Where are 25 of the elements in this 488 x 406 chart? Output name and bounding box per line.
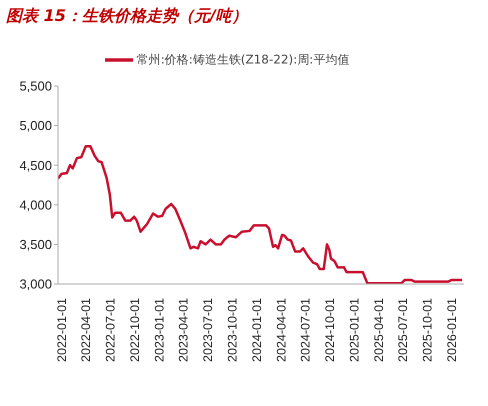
x-tick-label: 2023-01-01 [152, 298, 166, 362]
x-tick-label: 2025-01-01 [348, 298, 362, 362]
x-tick-label: 2023-10-01 [225, 298, 240, 362]
y-tick-label: 4,000 [19, 197, 52, 212]
x-tick-label: 2022-04-01 [79, 298, 94, 362]
x-tick-label: 2025-04-01 [372, 298, 386, 362]
y-tick-label: 3,000 [19, 276, 52, 292]
y-tick-label: 4,500 [19, 158, 52, 173]
x-tick-label: 2025-10-01 [420, 298, 435, 362]
x-tick-label: 2024-07-01 [298, 298, 313, 362]
x-tick-label: 2024-01-01 [250, 298, 264, 362]
x-tick-label: 2023-04-01 [176, 298, 191, 362]
y-tick-label: 5,500 [19, 78, 52, 94]
y-tick-label: 3,500 [19, 237, 52, 252]
legend-label: 常州:价格:铸造生铁(Z18-22):周:平均值 [136, 52, 350, 66]
y-tick-label: 5,000 [19, 118, 52, 134]
x-tick-label: 2025-07-01 [396, 298, 410, 362]
x-tick-label: 2023-07-01 [200, 298, 215, 362]
x-tick-label: 2022-01-01 [55, 298, 69, 362]
x-tick-label: 2026-01-01 [445, 298, 460, 362]
chart-title: 图表 15：生铁价格走势（元/吨） [6, 6, 248, 27]
x-tick-label: 2024-10-01 [323, 298, 338, 362]
x-tick-label: 2022-10-01 [128, 298, 142, 362]
x-tick-label: 2024-04-01 [274, 298, 288, 362]
x-tick-label: 2022-07-01 [103, 298, 118, 362]
